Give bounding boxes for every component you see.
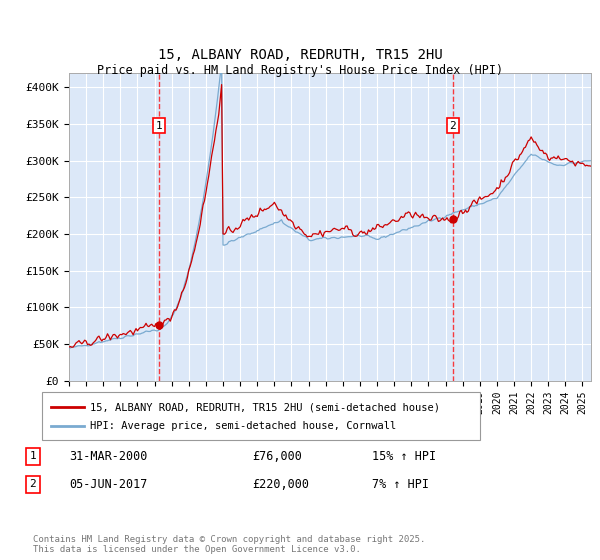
Text: £76,000: £76,000 bbox=[252, 450, 302, 463]
Text: 1: 1 bbox=[155, 120, 162, 130]
Text: 15% ↑ HPI: 15% ↑ HPI bbox=[372, 450, 436, 463]
Text: 15, ALBANY ROAD, REDRUTH, TR15 2HU (semi-detached house): 15, ALBANY ROAD, REDRUTH, TR15 2HU (semi… bbox=[90, 402, 440, 412]
Text: 31-MAR-2000: 31-MAR-2000 bbox=[69, 450, 148, 463]
Text: Price paid vs. HM Land Registry's House Price Index (HPI): Price paid vs. HM Land Registry's House … bbox=[97, 64, 503, 77]
Text: 2: 2 bbox=[449, 120, 456, 130]
Text: £220,000: £220,000 bbox=[252, 478, 309, 491]
Text: 7% ↑ HPI: 7% ↑ HPI bbox=[372, 478, 429, 491]
Text: 15, ALBANY ROAD, REDRUTH, TR15 2HU: 15, ALBANY ROAD, REDRUTH, TR15 2HU bbox=[158, 48, 442, 62]
Text: HPI: Average price, semi-detached house, Cornwall: HPI: Average price, semi-detached house,… bbox=[90, 421, 396, 431]
Text: Contains HM Land Registry data © Crown copyright and database right 2025.
This d: Contains HM Land Registry data © Crown c… bbox=[33, 535, 425, 554]
Text: 05-JUN-2017: 05-JUN-2017 bbox=[69, 478, 148, 491]
Text: 1: 1 bbox=[29, 451, 37, 461]
Text: 2: 2 bbox=[29, 479, 37, 489]
